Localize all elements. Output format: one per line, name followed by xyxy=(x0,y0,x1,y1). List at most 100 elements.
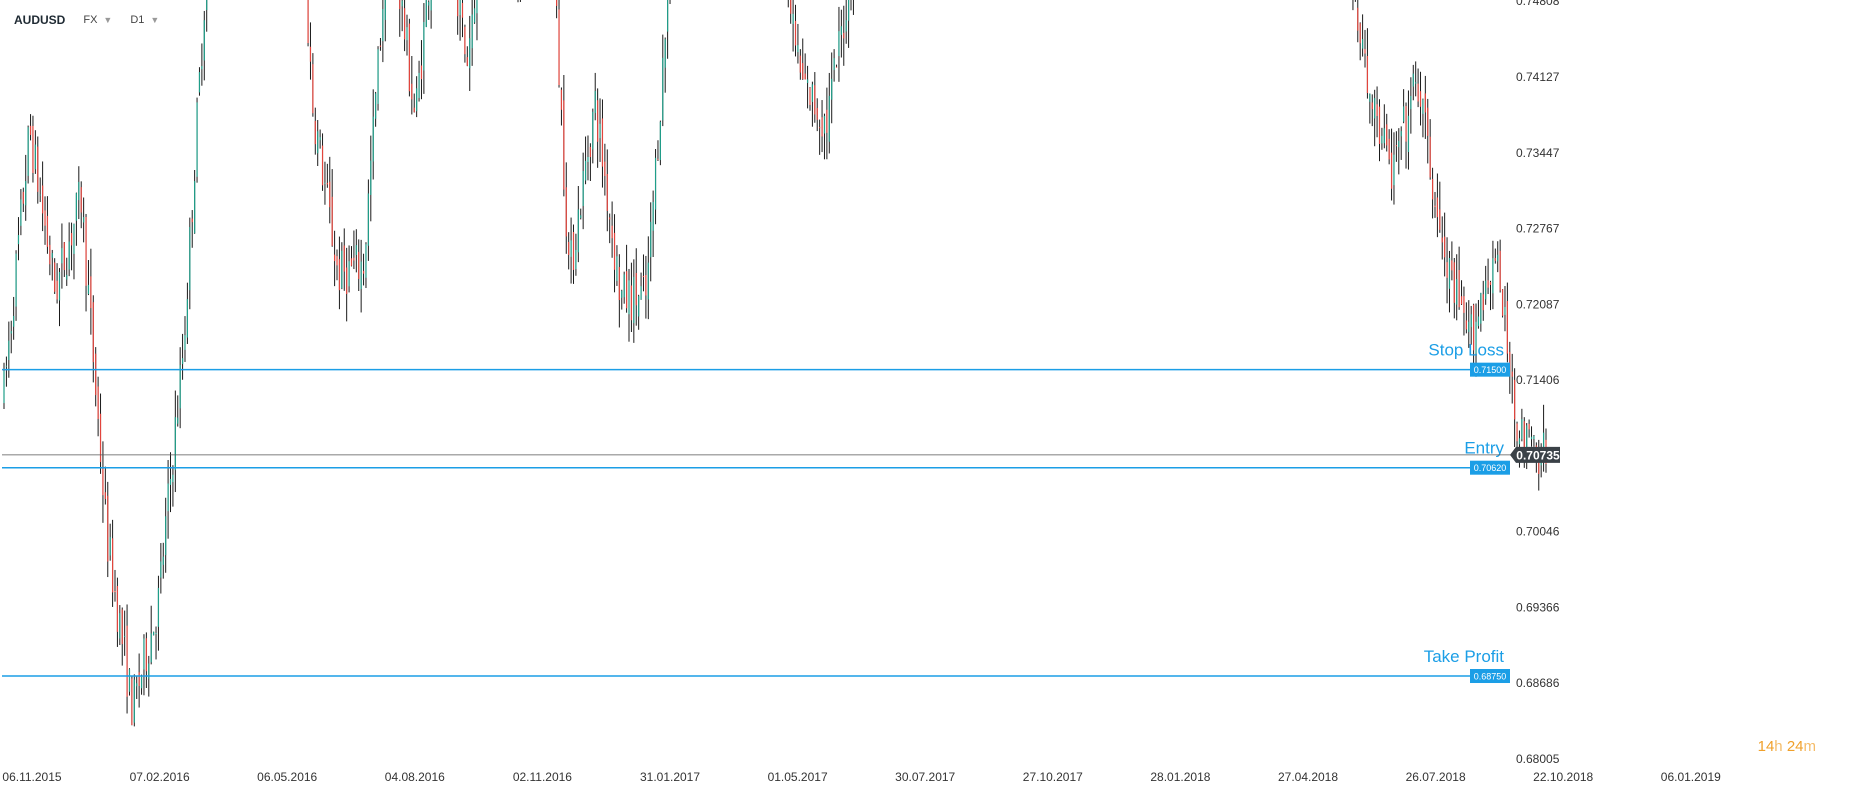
candle xyxy=(819,119,821,155)
candle xyxy=(604,143,606,196)
candle xyxy=(160,543,162,594)
candle xyxy=(413,93,415,113)
countdown-hours: 14 xyxy=(1757,738,1775,755)
candle xyxy=(331,169,333,247)
candle xyxy=(1366,28,1369,99)
candle xyxy=(1424,75,1426,139)
candle xyxy=(609,213,611,244)
candle xyxy=(78,166,80,220)
candle xyxy=(1354,0,1356,2)
candle xyxy=(179,347,181,429)
candle xyxy=(58,268,61,327)
candle xyxy=(336,249,338,281)
x-tick-label: 02.11.2016 xyxy=(513,770,572,784)
candle xyxy=(1516,421,1518,449)
candle xyxy=(423,3,425,94)
candle xyxy=(406,14,408,56)
candle xyxy=(560,87,563,126)
candle xyxy=(570,217,572,284)
candle xyxy=(338,236,341,310)
candle xyxy=(1386,113,1388,152)
candle xyxy=(575,233,577,276)
timeframe-dropdown[interactable]: D1 ▼ xyxy=(130,14,159,26)
candle xyxy=(1405,102,1407,169)
candle xyxy=(114,569,116,602)
candle xyxy=(1458,246,1460,310)
candle xyxy=(611,201,613,258)
candle xyxy=(382,0,384,63)
countdown-minutes: 24 xyxy=(1786,738,1804,755)
candles xyxy=(3,0,1547,727)
candle xyxy=(3,362,5,409)
candle xyxy=(25,154,27,221)
candle xyxy=(601,99,604,188)
candle xyxy=(140,674,143,695)
level-price-tag: 0.68750 xyxy=(1470,669,1510,684)
candle xyxy=(198,67,201,96)
candle xyxy=(599,98,601,162)
candle xyxy=(174,390,176,493)
candle xyxy=(787,0,789,8)
candle xyxy=(157,575,160,651)
candle xyxy=(606,149,608,232)
candle xyxy=(659,120,661,166)
candle xyxy=(372,89,374,180)
candle xyxy=(852,0,854,15)
x-tick-label: 28.01.2018 xyxy=(1150,770,1210,784)
candle xyxy=(1499,239,1501,293)
candle xyxy=(1412,64,1414,101)
candle xyxy=(1436,173,1439,238)
x-tick-label: 31.01.2017 xyxy=(640,770,700,784)
candle xyxy=(1357,0,1359,43)
candle xyxy=(850,0,852,11)
candle xyxy=(360,239,362,313)
candle xyxy=(459,0,461,41)
candle xyxy=(1477,299,1480,329)
candle xyxy=(27,125,29,184)
candle xyxy=(1376,86,1378,138)
candle xyxy=(845,0,847,44)
candle xyxy=(1417,68,1419,108)
level-price-text: 0.70620 xyxy=(1474,463,1507,473)
candle xyxy=(833,49,835,82)
x-tick-label: 01.05.2017 xyxy=(768,770,828,784)
candle xyxy=(572,224,575,284)
candle xyxy=(647,236,649,320)
market-dropdown[interactable]: FX ▼ xyxy=(83,14,112,26)
candle xyxy=(196,97,198,183)
candle xyxy=(1374,89,1376,147)
candle xyxy=(469,15,471,91)
candle xyxy=(184,316,186,362)
candle xyxy=(68,222,70,277)
candle xyxy=(625,244,628,313)
candle xyxy=(633,259,635,343)
candle xyxy=(831,52,833,124)
candle xyxy=(20,189,22,236)
candle xyxy=(1480,292,1482,332)
candle xyxy=(362,253,365,286)
candle xyxy=(181,333,184,380)
candle xyxy=(92,295,94,383)
candle xyxy=(29,114,32,141)
candle xyxy=(131,676,133,726)
candle xyxy=(206,0,208,32)
candle xyxy=(1403,89,1405,124)
y-tick-label: 0.74127 xyxy=(1516,70,1560,84)
x-tick-label: 06.05.2016 xyxy=(257,770,317,784)
candle xyxy=(1415,61,1417,97)
candle xyxy=(169,452,172,513)
candle xyxy=(66,257,68,286)
candle xyxy=(80,181,82,229)
candle xyxy=(1407,90,1410,170)
candle xyxy=(138,653,140,708)
symbol-label[interactable]: AUDUSD xyxy=(14,13,66,27)
candle xyxy=(203,10,205,81)
y-tick-label: 0.68686 xyxy=(1516,676,1560,690)
candle xyxy=(1429,119,1431,180)
level-label: Take Profit xyxy=(1424,647,1505,666)
candle xyxy=(1422,98,1424,138)
market-label: FX xyxy=(83,14,98,26)
candle xyxy=(635,248,637,326)
candle xyxy=(1465,302,1467,334)
